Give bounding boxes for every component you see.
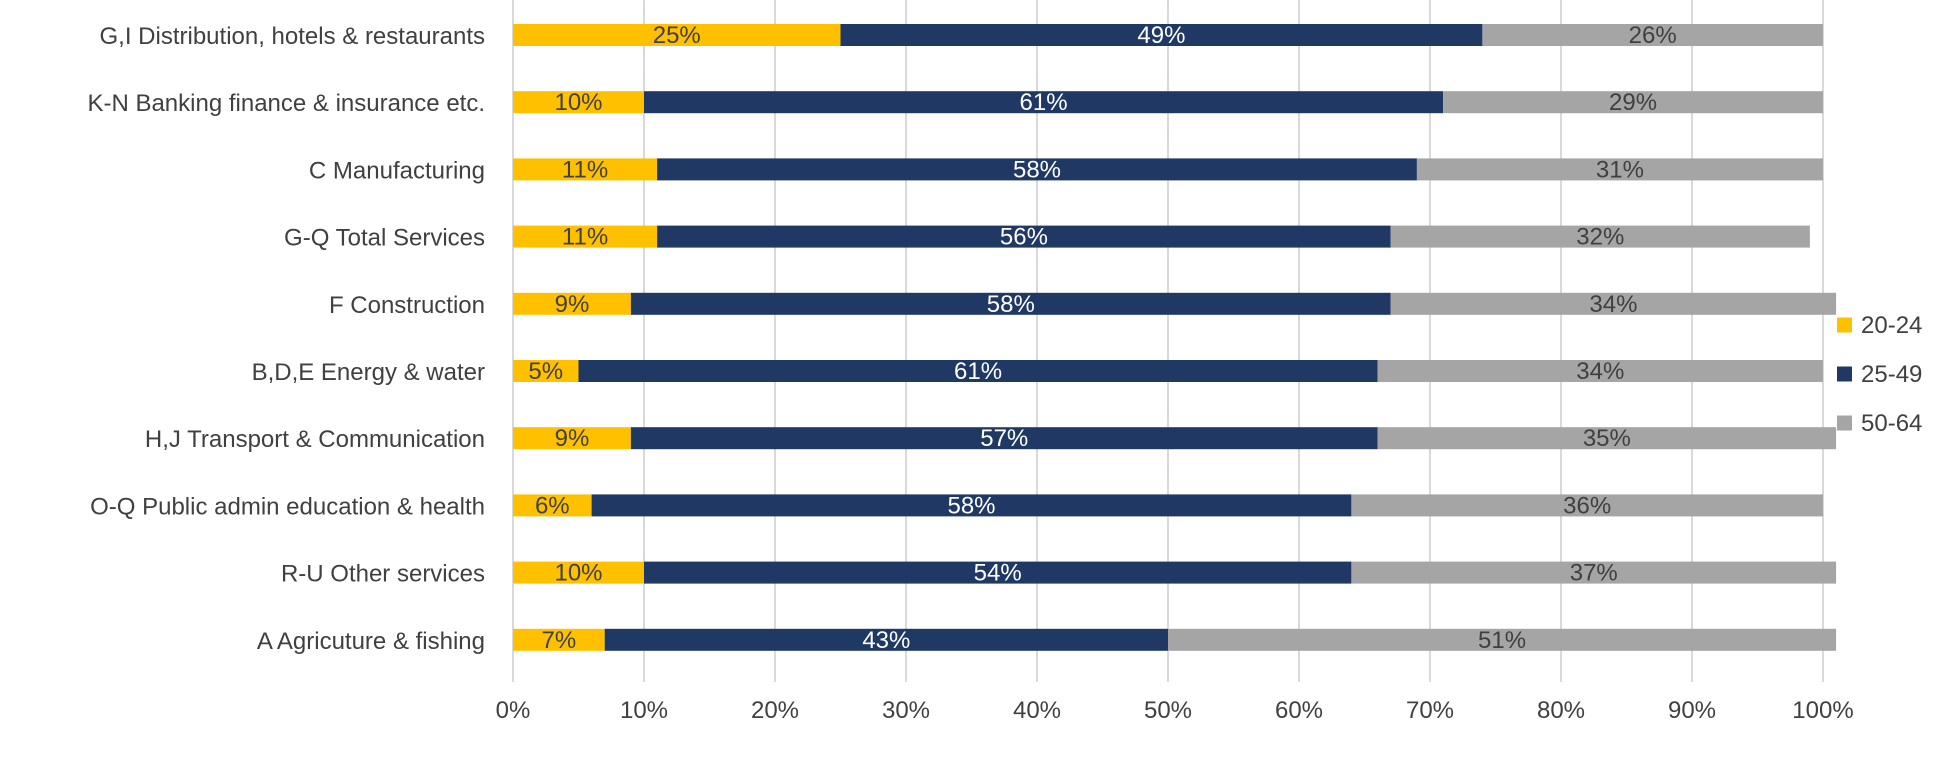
x-tick-label: 20%: [751, 697, 799, 724]
bar-segment-25-49: [644, 561, 1352, 584]
data-label: 10%: [554, 560, 602, 587]
legend-label: 25-49: [1861, 361, 1922, 388]
bar-segment-20-24: [513, 158, 658, 181]
data-label: 32%: [1576, 224, 1624, 251]
x-tick-label: 0%: [496, 697, 531, 724]
x-tick-label: 70%: [1406, 697, 1454, 724]
category-label: B,D,E Energy & water: [252, 359, 485, 386]
category-label: H,J Transport & Communication: [145, 426, 485, 453]
x-tick-label: 80%: [1537, 697, 1585, 724]
category-label: G,I Distribution, hotels & restaurants: [100, 23, 486, 50]
bar-segment-50-64: [1377, 360, 1823, 382]
data-label: 61%: [954, 358, 1002, 385]
bar-segment-20-24: [513, 494, 592, 517]
legend-label: 20-24: [1861, 312, 1922, 339]
data-label: 9%: [555, 291, 590, 318]
legend-label: 50-64: [1861, 410, 1922, 437]
data-label: 29%: [1609, 89, 1657, 116]
category-label: K-N Banking finance & insurance etc.: [87, 90, 485, 117]
category-label: C Manufacturing: [309, 157, 485, 184]
bar-segment-20-24: [513, 360, 579, 382]
data-label: 34%: [1589, 291, 1637, 318]
category-label: R-U Other services: [281, 561, 485, 588]
data-label: 25%: [653, 22, 701, 49]
bar-segment-25-49: [644, 91, 1444, 114]
bar-segment-20-24: [513, 561, 644, 584]
data-label: 10%: [554, 89, 602, 116]
bar-segment-25-49: [657, 225, 1391, 248]
data-label: 11%: [562, 224, 608, 251]
category-label: A Agricuture & fishing: [257, 628, 485, 655]
data-label: 34%: [1576, 358, 1624, 385]
data-label: 49%: [1137, 22, 1185, 49]
data-label: 61%: [1020, 89, 1068, 116]
data-label: 58%: [1013, 156, 1061, 183]
x-tick-label: 50%: [1144, 697, 1192, 724]
bar-segment-50-64: [1377, 427, 1837, 450]
bar-segment-50-64: [1390, 225, 1810, 248]
bar-segment-20-24: [513, 628, 605, 651]
legend-swatch: [1837, 317, 1852, 333]
bar-segment-50-64: [1390, 292, 1837, 315]
bar-segment-20-24: [513, 292, 631, 315]
bar-segment-25-49: [630, 292, 1391, 315]
data-label: 7%: [542, 627, 577, 654]
data-label: 58%: [947, 492, 995, 519]
bar-segment-50-64: [1482, 24, 1823, 46]
bar-segment-50-64: [1168, 628, 1837, 651]
bar-segment-25-49: [578, 360, 1378, 382]
data-label: 11%: [562, 156, 608, 183]
bar-segment-20-24: [513, 24, 841, 46]
bar-segment-25-49: [630, 427, 1378, 450]
bar-segment-20-24: [513, 91, 644, 114]
data-label: 5%: [528, 358, 563, 385]
x-tick-label: 100%: [1792, 697, 1853, 724]
category-label: O-Q Public admin education & health: [90, 493, 485, 520]
data-label: 54%: [974, 560, 1022, 587]
bar-segment-25-49: [604, 628, 1168, 651]
data-label: 57%: [980, 425, 1028, 452]
bar-segment-20-24: [513, 225, 658, 248]
bar-segment-25-49: [591, 494, 1352, 517]
x-tick-label: 10%: [620, 697, 668, 724]
data-label: 37%: [1570, 560, 1618, 587]
data-label: 43%: [862, 627, 910, 654]
bar-segment-50-64: [1443, 91, 1823, 114]
legend-swatch: [1837, 366, 1852, 382]
bar-segment-50-64: [1351, 494, 1823, 517]
data-label: 36%: [1563, 492, 1611, 519]
category-label: G-Q Total Services: [284, 225, 485, 252]
data-label: 31%: [1596, 156, 1644, 183]
bar-segment-50-64: [1416, 158, 1823, 181]
legend-swatch: [1837, 415, 1852, 431]
data-label: 26%: [1629, 22, 1677, 49]
data-label: 6%: [535, 492, 570, 519]
x-tick-label: 90%: [1668, 697, 1716, 724]
category-label: F Construction: [329, 292, 485, 319]
x-tick-label: 60%: [1275, 697, 1323, 724]
x-tick-label: 40%: [1013, 697, 1061, 724]
bar-segment-50-64: [1351, 561, 1837, 584]
bar-segment-20-24: [513, 427, 631, 450]
bar-segment-25-49: [840, 24, 1483, 46]
x-tick-label: 30%: [882, 697, 930, 724]
data-label: 51%: [1478, 627, 1526, 654]
data-label: 35%: [1583, 425, 1631, 452]
bar-segment-25-49: [657, 158, 1417, 181]
data-label: 58%: [987, 291, 1035, 318]
data-label: 56%: [1000, 224, 1048, 251]
data-label: 9%: [555, 425, 590, 452]
